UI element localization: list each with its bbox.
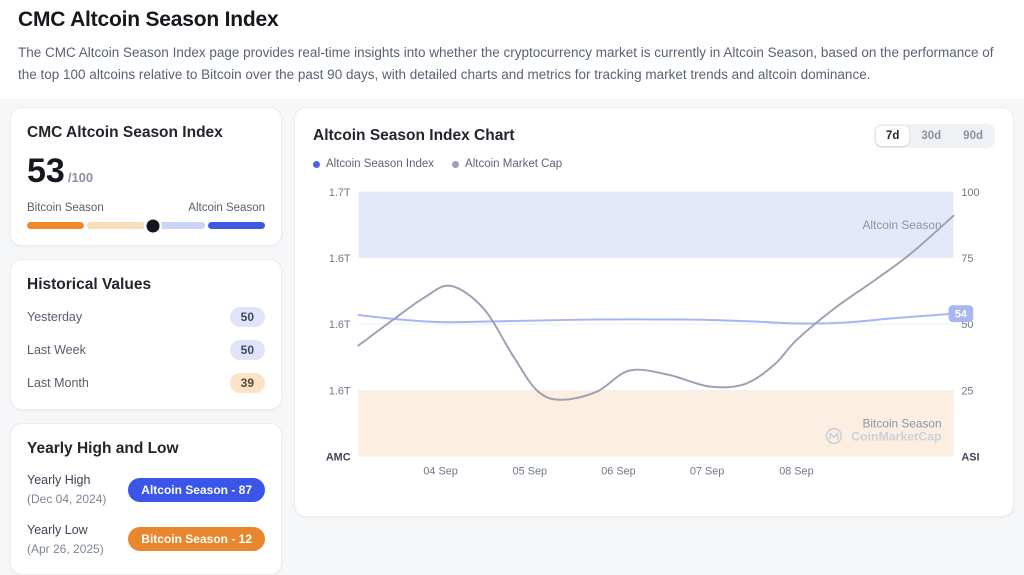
left-axis-labels: 1.7T 1.6T 1.6T 1.6T AMC xyxy=(326,187,351,464)
yearly-high-label: Yearly High (Dec 04, 2024) xyxy=(27,473,107,506)
right-axis-labels: 100 75 50 25 ASI xyxy=(961,187,979,464)
chart-title: Altcoin Season Index Chart xyxy=(313,127,515,145)
period-selector[interactable]: 7d 30d 90d xyxy=(873,124,995,149)
svg-text:1.6T: 1.6T xyxy=(329,386,351,398)
svg-text:08 Sep: 08 Sep xyxy=(779,466,813,478)
band-altcoin-season: Altcoin Season xyxy=(358,192,954,259)
gauge-label-bitcoin-season: Bitcoin Season xyxy=(27,202,104,215)
season-gauge xyxy=(27,219,265,233)
svg-text:06 Sep: 06 Sep xyxy=(601,466,635,478)
svg-text:54: 54 xyxy=(955,309,967,321)
yearly-high-date: (Dec 04, 2024) xyxy=(27,491,107,506)
index-score: 53 /100 xyxy=(27,154,265,188)
index-value: 53 xyxy=(27,152,65,191)
historical-row-yesterday: Yesterday 50 xyxy=(27,307,265,328)
historical-row-last-month: Last Month 39 xyxy=(27,373,265,394)
svg-text:05 Sep: 05 Sep xyxy=(513,466,547,478)
historical-value-badge: 39 xyxy=(229,373,265,394)
svg-text:75: 75 xyxy=(961,253,973,265)
main-content: CMC Altcoin Season Index 53 /100 Bitcoin… xyxy=(0,99,1024,575)
index-max: /100 xyxy=(67,170,94,186)
yearly-low-date: (Apr 26, 2025) xyxy=(27,541,104,556)
yearly-high-badge: Altcoin Season - 87 xyxy=(128,477,265,502)
chart-canvas[interactable]: Altcoin Season Bitcoin SeasonCoinMarketCa… xyxy=(313,178,995,496)
gauge-segment-1 xyxy=(27,222,85,230)
svg-text:1.6T: 1.6T xyxy=(329,319,351,331)
svg-text:CoinMarketCap: CoinMarketCap xyxy=(851,430,942,444)
series-line-altcoin-market-cap xyxy=(357,214,955,401)
svg-text:25: 25 xyxy=(961,386,973,398)
index-score-card: CMC Altcoin Season Index 53 /100 Bitcoin… xyxy=(10,107,282,247)
gauge-label-altcoin-season: Altcoin Season xyxy=(188,202,265,215)
yearly-low-badge: Bitcoin Season - 12 xyxy=(128,527,265,552)
svg-text:Bitcoin Season: Bitcoin Season xyxy=(863,417,942,431)
period-button-7d[interactable]: 7d xyxy=(875,126,910,147)
legend-item-altcoin-season-index[interactable]: Altcoin Season Index xyxy=(313,158,434,170)
gauge-segment-2 xyxy=(87,222,145,230)
period-button-90d[interactable]: 90d xyxy=(953,126,993,146)
period-button-30d[interactable]: 30d xyxy=(911,126,951,146)
chart-card: Altcoin Season Index Chart 7d 30d 90d Al… xyxy=(294,107,1014,518)
band-bitcoin-season: Bitcoin Season xyxy=(358,390,954,457)
legend-item-altcoin-market-cap[interactable]: Altcoin Market Cap xyxy=(452,158,562,170)
svg-text:100: 100 xyxy=(961,187,979,199)
left-axis-title: AMC xyxy=(326,452,351,464)
chart-legend: Altcoin Season Index Altcoin Market Cap xyxy=(313,158,995,170)
historical-values-card: Historical Values Yesterday 50 Last Week… xyxy=(10,259,282,411)
page-header: CMC Altcoin Season Index The CMC Altcoin… xyxy=(0,0,1024,100)
historical-value-badge: 50 xyxy=(229,340,265,361)
svg-text:07 Sep: 07 Sep xyxy=(690,466,724,478)
page-description: The CMC Altcoin Season Index page provid… xyxy=(18,45,994,82)
historical-card-title: Historical Values xyxy=(27,276,152,294)
historical-value-badge: 50 xyxy=(229,307,265,328)
historical-label: Yesterday xyxy=(27,310,83,325)
yearly-low-row: Yearly Low (Apr 26, 2025) Bitcoin Season… xyxy=(27,521,265,558)
svg-text:1.7T: 1.7T xyxy=(329,187,351,199)
legend-dot-blue xyxy=(313,160,320,168)
historical-label: Last Month xyxy=(27,376,89,391)
right-axis-title: ASI xyxy=(961,452,979,464)
chart-header: Altcoin Season Index Chart 7d 30d 90d xyxy=(313,124,995,149)
watermark-coinmarketcap: CoinMarketCap xyxy=(825,427,942,445)
svg-text:50: 50 xyxy=(961,319,973,331)
svg-text:Altcoin Season: Altcoin Season xyxy=(863,218,942,232)
legend-dot-gray xyxy=(452,160,460,168)
gauge-labels: Bitcoin Season Altcoin Season xyxy=(27,202,265,214)
historical-row-last-week: Last Week 50 xyxy=(27,340,265,361)
index-card-title: CMC Altcoin Season Index xyxy=(27,124,223,142)
gauge-segment-3 xyxy=(147,222,205,230)
page-title: CMC Altcoin Season Index xyxy=(18,8,279,31)
historical-label: Last Week xyxy=(27,343,86,358)
coinmarketcap-logo-icon xyxy=(825,427,843,445)
gauge-segment-4 xyxy=(207,222,265,230)
svg-text:04 Sep: 04 Sep xyxy=(423,466,457,478)
series-line-altcoin-season-index xyxy=(357,312,955,325)
x-axis-labels: 04 Sep 05 Sep 06 Sep 07 Sep 08 Sep xyxy=(423,466,813,478)
current-value-badge: 54 xyxy=(948,305,974,323)
yearly-high-low-card: Yearly High and Low Yearly High (Dec 04,… xyxy=(10,423,282,575)
svg-text:1.6T: 1.6T xyxy=(329,253,351,265)
yearly-card-title: Yearly High and Low xyxy=(27,440,179,458)
yearly-high-row: Yearly High (Dec 04, 2024) Altcoin Seaso… xyxy=(27,471,265,508)
gauge-indicator-dot xyxy=(146,219,160,233)
sidebar: CMC Altcoin Season Index 53 /100 Bitcoin… xyxy=(10,107,282,575)
gridlines xyxy=(358,191,954,392)
yearly-low-label: Yearly Low (Apr 26, 2025) xyxy=(27,522,104,556)
